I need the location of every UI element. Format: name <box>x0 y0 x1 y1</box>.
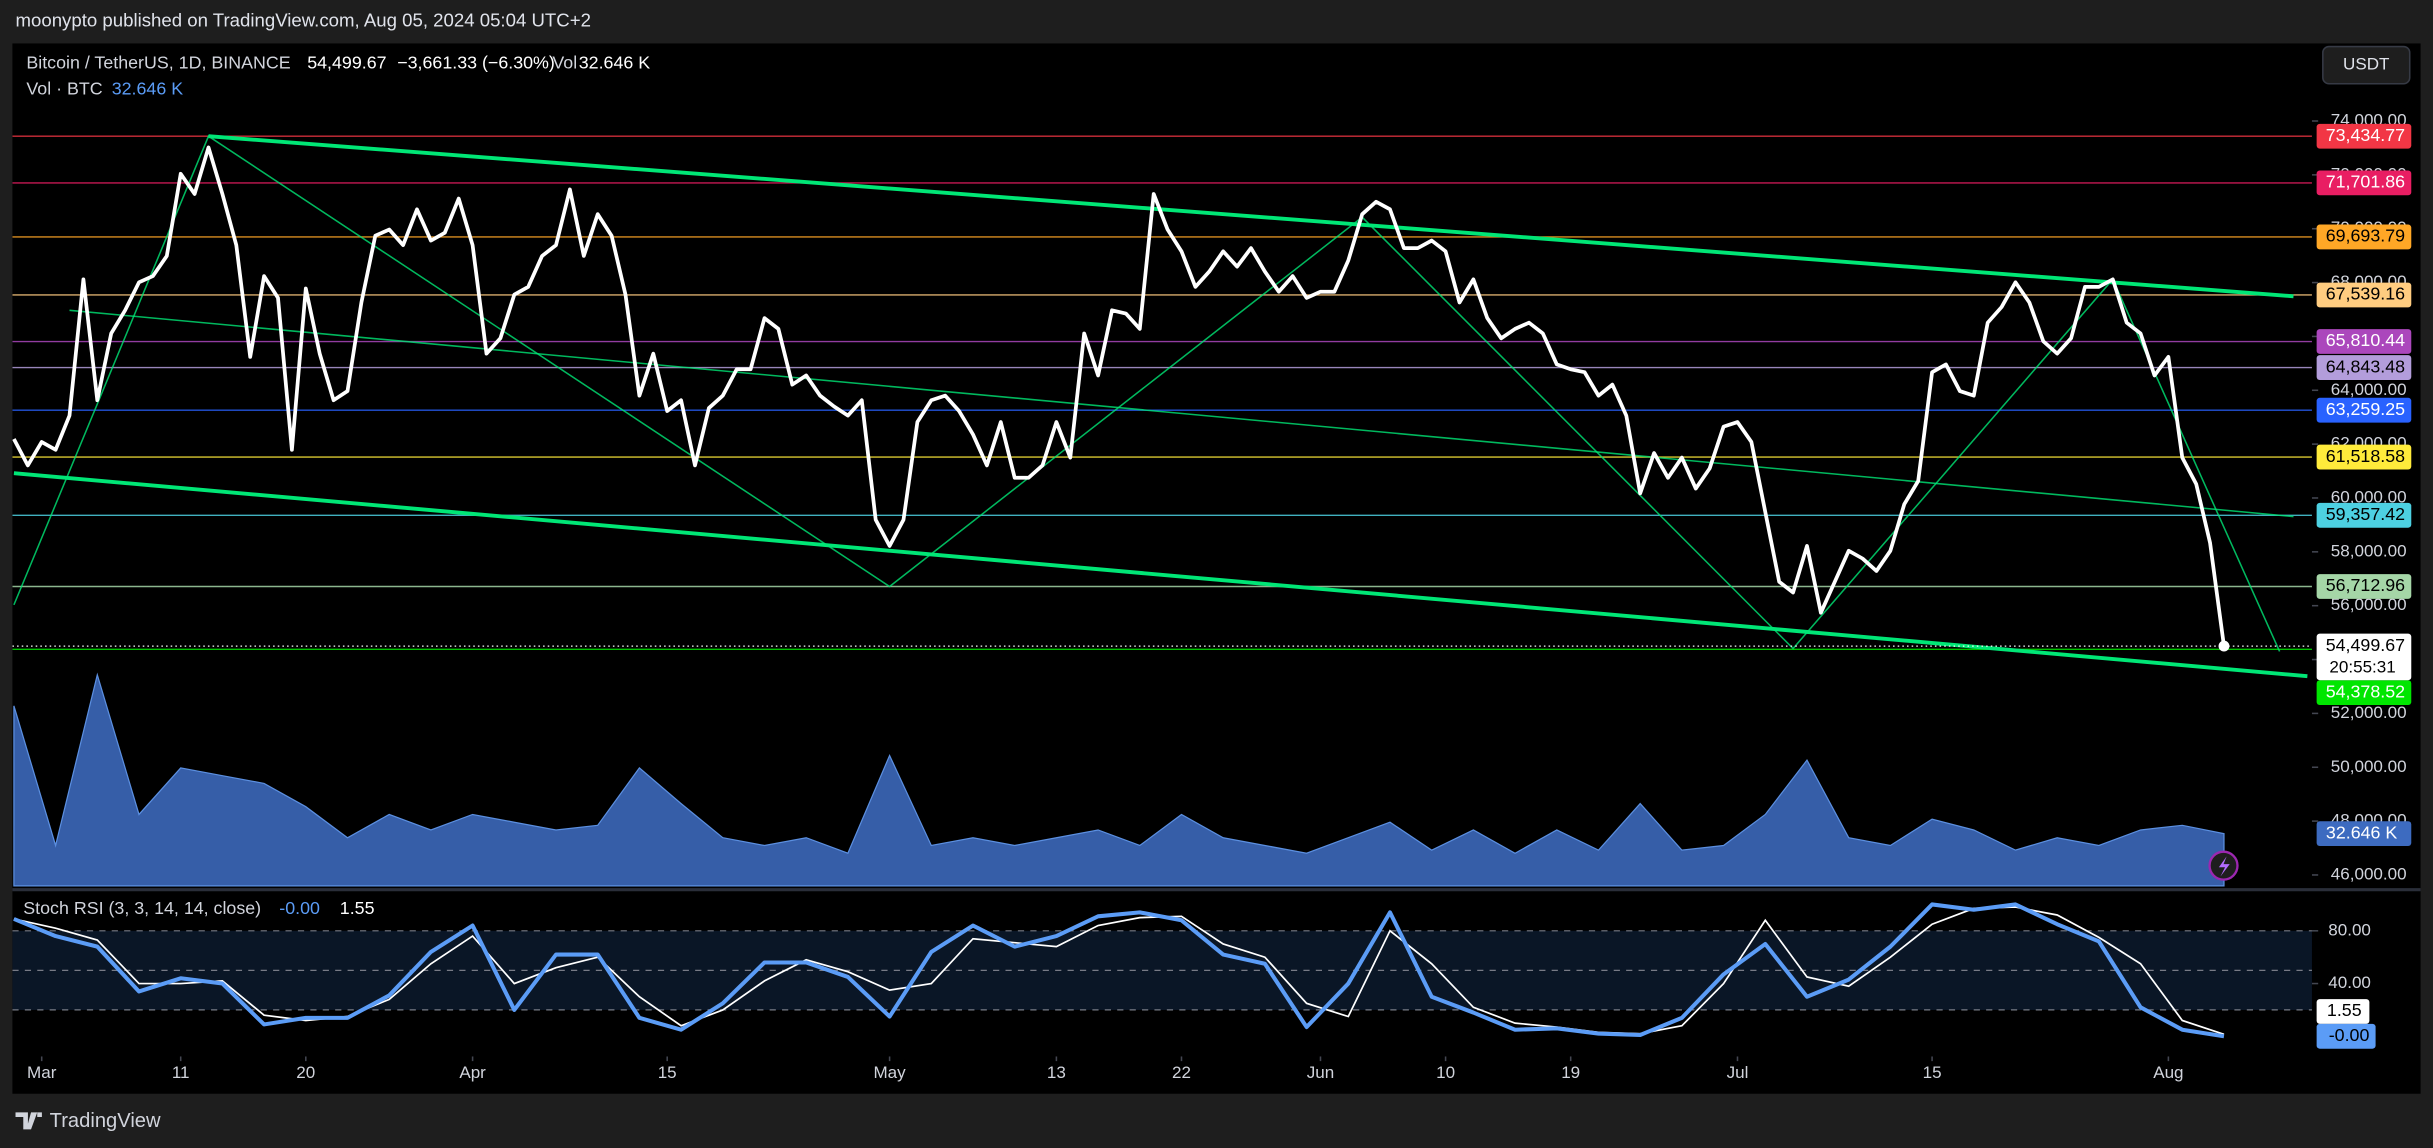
stoch-k-label-bg <box>2316 1023 2376 1049</box>
level-label: 73,434.77 <box>2326 125 2405 145</box>
y-tick-label: 46,000.00 <box>2331 864 2407 883</box>
stoch-y-tick-label: 80.00 <box>2328 920 2371 939</box>
y-tick-label: 60,000.00 <box>2331 487 2407 506</box>
trendline <box>69 309 2294 518</box>
volume-label-bg <box>2316 821 2412 847</box>
volume-area <box>13 672 2225 887</box>
volume-legend-label: Vol <box>552 52 577 72</box>
publisher-line: moonypto published on TradingView.com, A… <box>16 10 591 31</box>
x-tick-label: Aug <box>2153 1063 2183 1082</box>
alert-glyph <box>2218 856 2230 877</box>
level-label-bg <box>2316 170 2412 196</box>
volume-legend-value: 32.646 K <box>579 52 650 72</box>
stoch-d-line <box>13 906 2225 1036</box>
stoch-pane <box>12 902 2312 1039</box>
price-pane <box>12 134 2312 887</box>
currency-label[interactable]: USDT <box>2343 55 2390 74</box>
y-tick-label: 64,000.00 <box>2331 380 2407 399</box>
stoch-k-line <box>13 902 2225 1039</box>
level-label-bg <box>2316 224 2412 250</box>
symbol: Bitcoin / TetherUS, 1D, BINANCE <box>26 52 290 72</box>
price-line <box>12 145 2226 647</box>
y-tick-label: 50,000.00 <box>2331 757 2407 776</box>
stoch-y-tick-label: 40.00 <box>2328 973 2371 992</box>
x-tick-label: Jul <box>1727 1063 1749 1082</box>
x-tick-label: 20 <box>296 1063 315 1082</box>
price-change: −3,661.33 (−6.30%) <box>397 52 555 72</box>
level-label-bg <box>2316 329 2412 354</box>
level-label: 59,357.42 <box>2326 504 2405 524</box>
last-price: 54,499.67 <box>307 52 386 72</box>
level-label: 69,693.79 <box>2326 226 2405 246</box>
y-tick-label: 56,000.00 <box>2331 595 2407 614</box>
level-label: 67,539.16 <box>2326 284 2405 304</box>
x-tick-label: 11 <box>172 1063 190 1082</box>
brand-logo <box>15 1112 42 1130</box>
x-tick-label: Mar <box>27 1063 57 1082</box>
current-price-bg <box>2316 633 2412 681</box>
level-label-bg <box>2316 123 2412 149</box>
level-label-bg <box>2316 574 2412 599</box>
level-label: 54,378.52 <box>2326 681 2405 701</box>
level-label-bg <box>2316 397 2412 423</box>
trendline <box>13 471 2308 679</box>
x-tick-label: 15 <box>658 1063 677 1082</box>
x-tick-label: 13 <box>1047 1063 1066 1082</box>
x-tick-label: 15 <box>1923 1063 1942 1082</box>
countdown: 20:55:31 <box>2329 657 2395 676</box>
stoch-d-label-bg <box>2316 999 2370 1024</box>
y-tick-label: 52,000.00 <box>2331 703 2407 722</box>
level-label: 71,701.86 <box>2326 172 2405 192</box>
x-tick-label: 22 <box>1172 1063 1191 1082</box>
axes: 74,000.0072,000.0070,000.0068,000.0066,0… <box>27 111 2412 1082</box>
x-tick-label: May <box>873 1063 906 1082</box>
level-label-bg <box>2316 502 2412 528</box>
x-tick-label: 19 <box>1561 1063 1580 1082</box>
y-tick-label: 58,000.00 <box>2331 541 2407 560</box>
trendline <box>208 134 2294 299</box>
stoch-k-label: -0.00 <box>2329 1025 2370 1045</box>
brand-name: TradingView <box>50 1110 161 1132</box>
x-tick-label: Apr <box>459 1063 486 1082</box>
stoch-d-label: 1.55 <box>2327 1000 2362 1020</box>
currency-button[interactable] <box>2322 45 2411 85</box>
level-label: 56,712.96 <box>2326 575 2405 595</box>
level-label-bg <box>2316 680 2412 706</box>
x-tick-label: 10 <box>1436 1063 1455 1082</box>
level-label-bg <box>2316 444 2412 470</box>
level-label: 65,810.44 <box>2326 330 2405 350</box>
stoch-d-last: 1.55 <box>340 898 375 918</box>
current-price-label: 54,499.67 <box>2326 635 2405 655</box>
level-label-bg <box>2316 282 2412 308</box>
level-label: 61,518.58 <box>2326 446 2405 466</box>
volume-last: 32.646 K <box>112 79 183 99</box>
level-label: 64,843.48 <box>2326 356 2405 376</box>
last-point <box>2218 640 2230 652</box>
volume-title: Vol · BTC <box>26 79 102 99</box>
volume-label: 32.646 K <box>2326 822 2397 842</box>
level-label: 63,259.25 <box>2326 399 2405 419</box>
x-tick-label: Jun <box>1307 1063 1335 1082</box>
stoch-k-last: -0.00 <box>279 898 320 918</box>
stoch-title: Stoch RSI (3, 3, 14, 14, close) <box>23 898 261 918</box>
level-label-bg <box>2316 355 2412 380</box>
